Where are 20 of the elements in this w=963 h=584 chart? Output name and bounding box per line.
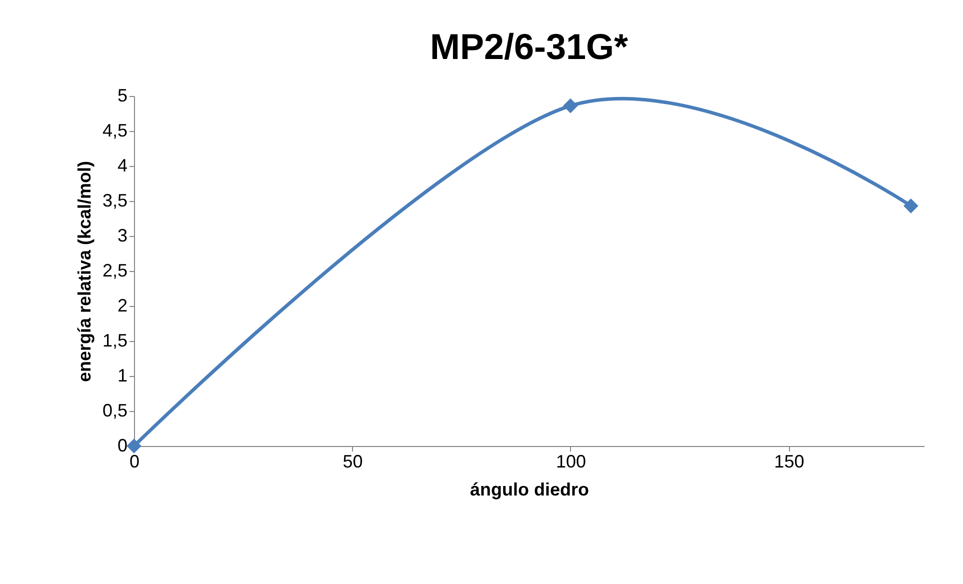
y-axis-title: energía relativa (kcal/mol) (74, 160, 94, 382)
x-tick-label: 50 (342, 452, 363, 472)
y-tick-label: 1 (117, 366, 128, 386)
y-tick-label: 3 (117, 226, 128, 246)
y-tick-label: 4,5 (102, 120, 128, 140)
y-tick-label: 3,5 (102, 190, 128, 210)
y-tick-label: 4 (117, 156, 128, 176)
x-tick-label: 150 (774, 452, 804, 472)
point (563, 98, 578, 114)
y-tick-label: 0,5 (102, 400, 128, 420)
y-tick-label: 2,5 (102, 260, 128, 280)
point (903, 198, 918, 214)
y-tick-label: 5 (117, 86, 128, 106)
x-axis-title: ángulo diedro (470, 480, 589, 500)
y-tick-label: 1,5 (102, 330, 128, 350)
chart-title: MP2/6-31G* (430, 26, 628, 67)
y-tick-label: 0 (117, 436, 128, 456)
y-tick-label: 2 (117, 296, 128, 316)
x-tick-label: 100 (556, 452, 586, 472)
point (126, 438, 142, 454)
